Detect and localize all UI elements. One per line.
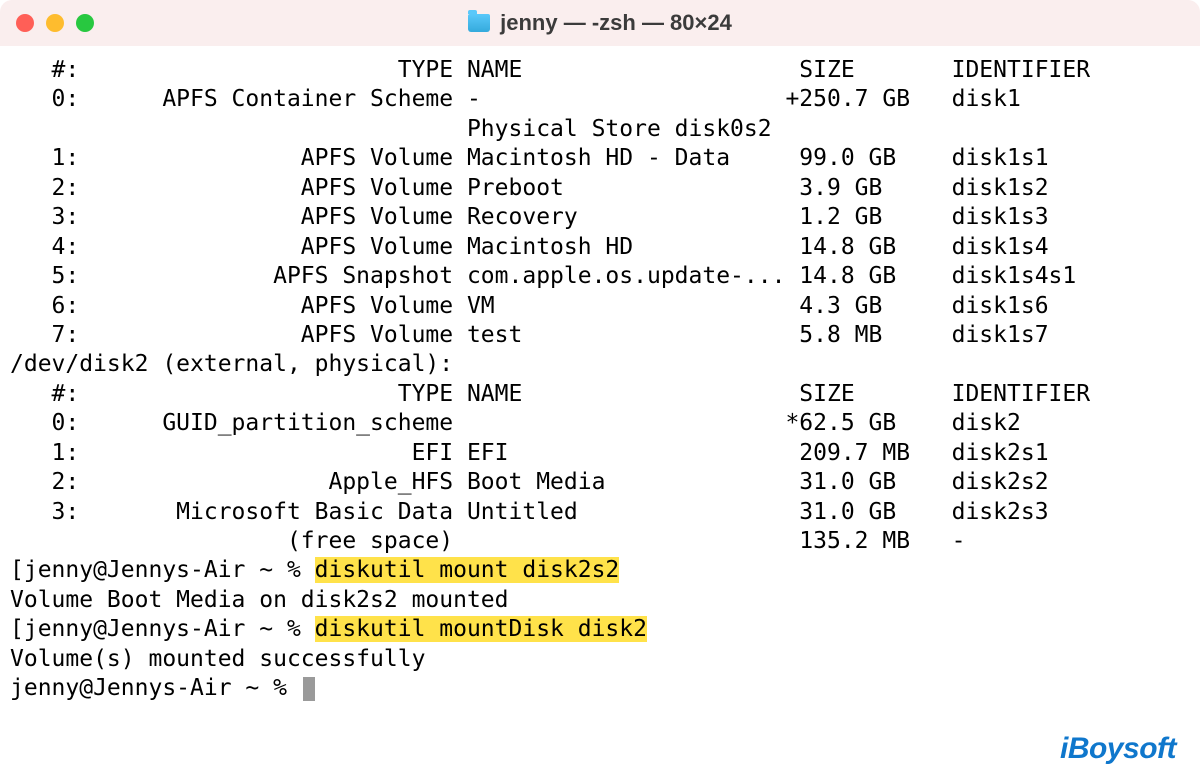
terminal-line: [jenny@Jennys-Air ~ % diskutil mountDisk… [10, 615, 1190, 644]
terminal-line: 2: Apple_HFS Boot Media 31.0 GB disk2s2 [10, 468, 1190, 497]
cursor [303, 677, 315, 701]
window-titlebar: jenny — -zsh — 80×24 [0, 0, 1200, 46]
terminal-line: /dev/disk2 (external, physical): [10, 350, 1190, 379]
minimize-icon[interactable] [46, 14, 64, 32]
terminal-line: #: TYPE NAME SIZE IDENTIFIER [10, 380, 1190, 409]
highlighted-command: diskutil mountDisk disk2 [315, 616, 647, 642]
terminal-line: 6: APFS Volume VM 4.3 GB disk1s6 [10, 292, 1190, 321]
watermark-text: iBoysoft [1060, 732, 1176, 765]
zoom-icon[interactable] [76, 14, 94, 32]
terminal-line: #: TYPE NAME SIZE IDENTIFIER [10, 56, 1190, 85]
terminal-line: 1: APFS Volume Macintosh HD - Data 99.0 … [10, 144, 1190, 173]
traffic-lights [16, 14, 94, 32]
terminal-line: (free space) 135.2 MB - [10, 527, 1190, 556]
terminal-line: 7: APFS Volume test 5.8 MB disk1s7 [10, 321, 1190, 350]
terminal-line: [jenny@Jennys-Air ~ % diskutil mount dis… [10, 556, 1190, 585]
highlighted-command: diskutil mount disk2s2 [315, 557, 620, 583]
terminal-line: 2: APFS Volume Preboot 3.9 GB disk1s2 [10, 174, 1190, 203]
terminal-line: Volume Boot Media on disk2s2 mounted [10, 586, 1190, 615]
terminal-line: 0: APFS Container Scheme - +250.7 GB dis… [10, 85, 1190, 114]
folder-icon [468, 14, 490, 32]
terminal-line: Volume(s) mounted successfully [10, 645, 1190, 674]
terminal-output[interactable]: #: TYPE NAME SIZE IDENTIFIER 0: APFS Con… [0, 46, 1200, 708]
terminal-line: 4: APFS Volume Macintosh HD 14.8 GB disk… [10, 233, 1190, 262]
terminal-line: 3: APFS Volume Recovery 1.2 GB disk1s3 [10, 203, 1190, 232]
close-icon[interactable] [16, 14, 34, 32]
terminal-line: 3: Microsoft Basic Data Untitled 31.0 GB… [10, 498, 1190, 527]
terminal-line: 1: EFI EFI 209.7 MB disk2s1 [10, 439, 1190, 468]
terminal-line: 0: GUID_partition_scheme *62.5 GB disk2 [10, 409, 1190, 438]
watermark: iBoysoft [1060, 732, 1176, 766]
terminal-line: Physical Store disk0s2 [10, 115, 1190, 144]
terminal-line: 5: APFS Snapshot com.apple.os.update-...… [10, 262, 1190, 291]
window-title: jenny — -zsh — 80×24 [500, 10, 732, 36]
terminal-line: jenny@Jennys-Air ~ % [10, 674, 1190, 703]
